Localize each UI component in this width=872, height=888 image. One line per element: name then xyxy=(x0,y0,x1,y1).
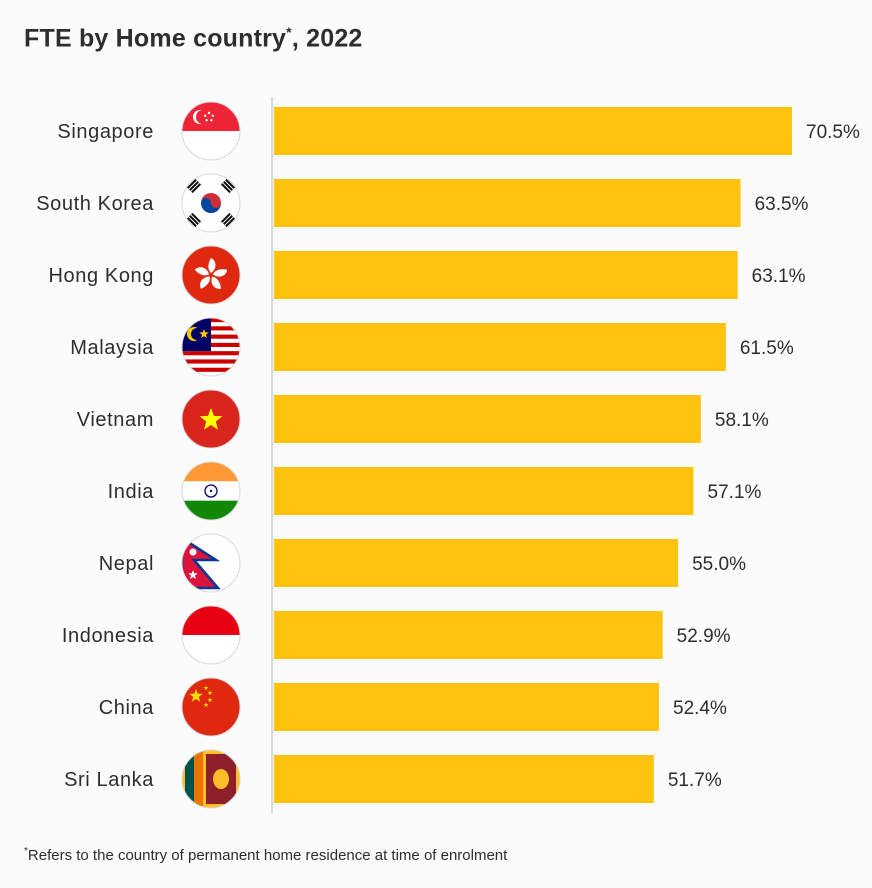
category-label-hong-kong: Hong Kong xyxy=(49,265,154,287)
flag-border xyxy=(181,749,241,809)
sri-lanka-flag-icon xyxy=(182,750,240,808)
value-label-nepal: 55.0% xyxy=(692,554,746,575)
flag-border xyxy=(181,461,241,521)
south-korea-flag-icon xyxy=(182,174,240,232)
flag-border xyxy=(181,605,241,665)
bar-nepal xyxy=(274,539,679,587)
value-label-south-korea: 63.5% xyxy=(755,194,809,215)
value-label-hong-kong: 63.1% xyxy=(752,266,806,287)
flag-border xyxy=(181,533,241,593)
category-label-vietnam: Vietnam xyxy=(77,409,154,431)
footnote: *Refers to the country of permanent home… xyxy=(24,846,507,864)
flag-border xyxy=(181,317,241,377)
vietnam-flag-icon xyxy=(182,390,240,448)
footnote-text: Refers to the country of permanent home … xyxy=(27,847,508,864)
category-label-indonesia: Indonesia xyxy=(62,625,154,647)
bar-indonesia xyxy=(274,611,663,659)
value-label-malaysia: 61.5% xyxy=(740,338,794,359)
bar-hong-kong xyxy=(274,251,738,299)
bar-india xyxy=(274,467,694,515)
chart-title: FTE by Home country*, 2022 xyxy=(24,24,363,53)
malaysia-flag-icon xyxy=(182,318,240,376)
chart-title-mark: * xyxy=(286,24,292,40)
bar-south-korea xyxy=(274,179,741,227)
category-label-south-korea: South Korea xyxy=(36,193,154,215)
flag-border xyxy=(181,389,241,449)
value-label-singapore: 70.5% xyxy=(806,122,860,143)
value-label-sri-lanka: 51.7% xyxy=(668,770,722,791)
china-flag-icon xyxy=(182,678,240,736)
value-label-china: 52.4% xyxy=(673,698,727,719)
category-label-sri-lanka: Sri Lanka xyxy=(64,769,154,791)
flag-border xyxy=(181,245,241,305)
category-label-nepal: Nepal xyxy=(99,553,154,575)
footnote-mark: * xyxy=(24,846,28,857)
nepal-flag-icon xyxy=(182,534,240,592)
bar-chart: Singapore 70.5% South Korea 63.5% Hong Kong 6… xyxy=(36,97,860,813)
value-label-vietnam: 58.1% xyxy=(715,410,769,431)
flag-border xyxy=(181,677,241,737)
bar-china xyxy=(274,683,660,731)
value-label-india: 57.1% xyxy=(708,482,762,503)
flag-border xyxy=(181,173,241,233)
bar-sri-lanka xyxy=(274,755,654,803)
chart-title-suffix: , 2022 xyxy=(291,24,363,53)
bar-singapore xyxy=(274,107,792,155)
hong-kong-flag-icon xyxy=(182,246,240,304)
category-label-china: China xyxy=(99,697,155,719)
category-label-malaysia: Malaysia xyxy=(70,337,154,359)
india-flag-icon xyxy=(182,462,240,520)
chart-title-text: FTE by Home country xyxy=(24,24,287,53)
value-label-indonesia: 52.9% xyxy=(677,626,731,647)
category-label-india: India xyxy=(108,481,155,503)
flag-border xyxy=(181,101,241,161)
bar-malaysia xyxy=(274,323,726,371)
bar-vietnam xyxy=(274,395,701,443)
category-label-singapore: Singapore xyxy=(57,121,154,143)
